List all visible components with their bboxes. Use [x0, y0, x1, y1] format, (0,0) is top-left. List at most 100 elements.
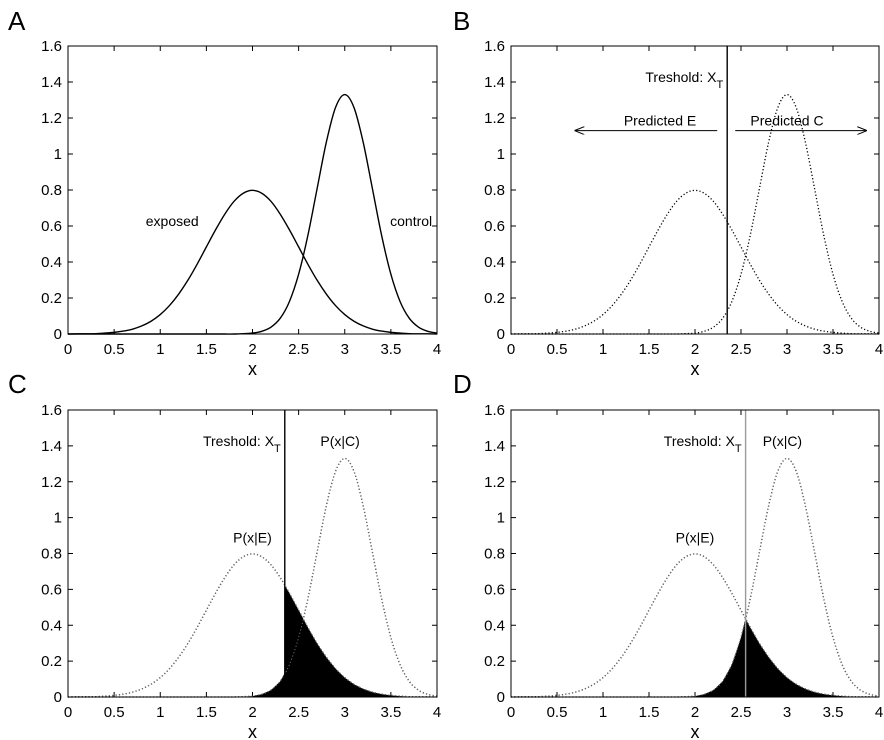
x-axis-label: x [248, 722, 257, 740]
panel-letter: A [8, 6, 26, 36]
y-tick-label: 1.6 [41, 402, 62, 419]
y-tick-label: 1 [497, 510, 505, 527]
y-tick-label: 0.2 [41, 290, 62, 307]
y-tick-label: 0.4 [41, 254, 62, 271]
y-tick-label: 0 [497, 326, 505, 343]
x-tick-label: 1 [156, 341, 164, 358]
series-label: P(x|C) [763, 433, 802, 449]
y-tick-label: 1.6 [41, 38, 62, 55]
x-tick-label: 1.5 [639, 704, 660, 721]
y-tick-label: 1.2 [484, 474, 505, 491]
panel: B 0 0.5 1 1.5 2 2.5 3 3.5 4 0 0.2 0.4 0.6 0.8 1 1.2 1.4 1.… [453, 6, 883, 379]
x-axis-label: x [248, 359, 257, 379]
y-tick-label: 0.4 [484, 617, 505, 634]
series-label: P(x|C) [320, 433, 359, 449]
y-tick-label: 0.2 [41, 653, 62, 670]
threshold-text: Treshold: X [203, 433, 275, 449]
y-tick-label: 1 [54, 510, 62, 527]
y-tick-label: 0.6 [41, 581, 62, 598]
curve [67, 457, 438, 698]
x-tick-label: 3 [783, 341, 791, 358]
y-tick-label: 0.4 [484, 254, 505, 271]
x-tick-label: 4 [875, 704, 883, 721]
y-tick-label: 1.2 [41, 474, 62, 491]
y-tick-label: 1.6 [484, 38, 505, 55]
axes-frame [67, 409, 438, 698]
x-tick-label: 0 [64, 704, 72, 721]
curve-overlay [67, 553, 438, 698]
y-tick-label: 1.4 [484, 438, 505, 455]
x-tick-label: 2.5 [731, 341, 752, 358]
x-tick-label: 2.5 [288, 704, 309, 721]
y-tick-label: 0 [497, 689, 505, 706]
y-tick-label: 0.6 [41, 218, 62, 235]
x-tick-label: 4 [875, 341, 883, 358]
panel: D 0 0.5 1 1.5 2 2.5 3 3.5 4 0 0.2 0.4 0.6 0.8 1 1.2 1.4 1.… [453, 369, 883, 740]
panel-letter: C [8, 369, 27, 399]
y-tick-label: 1.2 [41, 110, 62, 127]
threshold-text: Treshold: X [645, 69, 717, 85]
y-tick-label: 0.6 [484, 581, 505, 598]
curve-overlay [510, 458, 880, 698]
y-tick-label: 0.8 [41, 182, 62, 199]
panel-letter: B [453, 6, 470, 36]
error-area [68, 585, 437, 697]
y-tick-label: 0.2 [484, 653, 505, 670]
curve-overlay [510, 553, 880, 698]
threshold-label: Treshold: XT [664, 433, 742, 455]
x-tick-label: 2 [691, 341, 699, 358]
curve [68, 93, 438, 335]
threshold-label: Treshold: XT [203, 433, 281, 455]
y-tick-label: 0.8 [484, 546, 505, 563]
x-tick-label: 0 [507, 341, 515, 358]
x-tick-label: 2.5 [288, 341, 309, 358]
y-tick-label: 0.4 [41, 617, 62, 634]
x-tick-label: 0 [64, 341, 72, 358]
x-tick-label: 1 [599, 341, 607, 358]
y-tick-label: 0.8 [484, 182, 505, 199]
series-label: exposed [146, 213, 199, 229]
axes-frame [510, 45, 880, 335]
series-label: control [390, 213, 432, 229]
curve [510, 457, 880, 698]
threshold-text: Treshold: X [664, 433, 736, 449]
x-tick-label: 2 [248, 704, 256, 721]
y-tick-label: 0 [54, 326, 62, 343]
x-tick-label: 1.5 [196, 704, 217, 721]
axes-frame [67, 45, 438, 335]
axes-frame [510, 409, 880, 698]
panel: A 0 0.5 1 1.5 2 2.5 3 3.5 4 0 0.2 0.4 0.6 0.8 1 1.2 1.4 1.… [8, 6, 441, 379]
panel-letter: D [453, 369, 472, 399]
x-tick-label: 0.5 [104, 341, 125, 358]
x-tick-label: 3.5 [380, 704, 401, 721]
x-tick-label: 3.5 [823, 704, 844, 721]
y-tick-label: 1.4 [484, 74, 505, 91]
y-tick-label: 0 [54, 689, 62, 706]
x-tick-label: 2 [691, 704, 699, 721]
x-tick-label: 3 [341, 341, 349, 358]
x-tick-label: 2 [248, 341, 256, 358]
threshold-subscript: T [274, 443, 281, 455]
y-tick-label: 0.2 [484, 290, 505, 307]
y-tick-label: 0.8 [41, 546, 62, 563]
curve [67, 553, 438, 698]
threshold-subscript: T [716, 79, 723, 91]
y-tick-label: 1.2 [484, 110, 505, 127]
x-axis-label: x [691, 722, 700, 740]
x-tick-label: 3 [783, 704, 791, 721]
x-tick-label: 1 [156, 704, 164, 721]
x-tick-label: 3 [341, 704, 349, 721]
threshold-label: Treshold: XT [645, 69, 723, 91]
x-tick-label: 1 [599, 704, 607, 721]
curve-overlay [67, 458, 438, 698]
x-tick-label: 3.5 [823, 341, 844, 358]
curve [510, 189, 880, 335]
y-tick-label: 1.4 [41, 438, 62, 455]
curve [67, 189, 438, 335]
y-tick-label: 1.6 [484, 402, 505, 419]
x-tick-label: 0.5 [547, 341, 568, 358]
x-tick-label: 2.5 [731, 704, 752, 721]
y-tick-label: 1.4 [41, 74, 62, 91]
